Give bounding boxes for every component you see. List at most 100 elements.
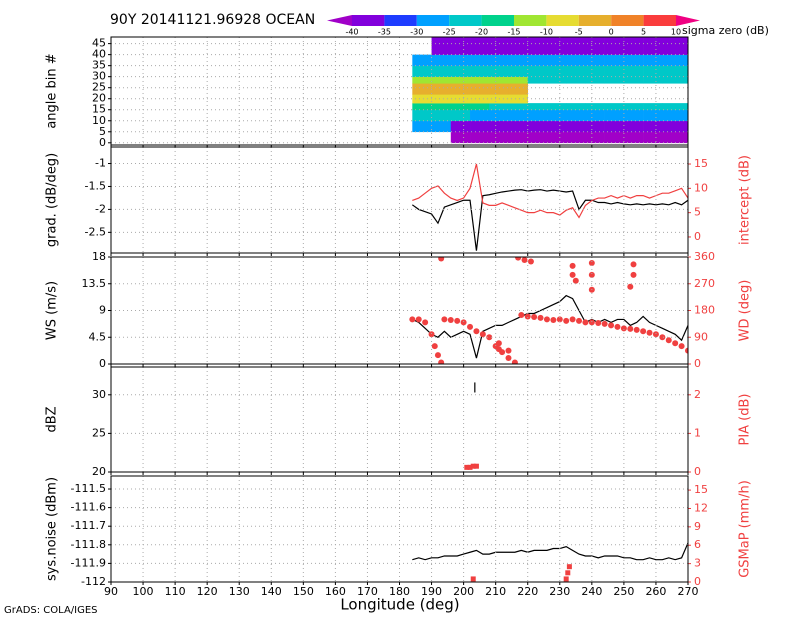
heatmap-cell <box>508 37 529 55</box>
heatmap-cell <box>431 65 452 77</box>
y-tick-label: 0 <box>99 357 106 370</box>
heatmap-cell <box>508 94 529 104</box>
scatter-point <box>527 258 534 265</box>
x-tick-label: 170 <box>357 585 378 598</box>
scatter-point <box>550 317 557 324</box>
colorbar-tick-label: -25 <box>443 28 456 37</box>
x-tick-label: 210 <box>485 585 506 598</box>
colorbar-segment <box>384 15 417 26</box>
x-tick-label: 180 <box>389 585 410 598</box>
y-axis-label: dBZ <box>45 406 60 432</box>
scatter-point <box>601 320 608 327</box>
heatmap-cell <box>489 76 509 84</box>
scatter-point <box>588 259 595 266</box>
y-tick-label: 45 <box>92 37 106 50</box>
scatter-point <box>582 319 589 326</box>
scatter-point <box>505 347 512 354</box>
scatter-point <box>479 331 486 338</box>
y-axis-label: angle bin # <box>45 53 60 128</box>
y2-axis-label: WD (deg) <box>738 280 753 342</box>
scatter-point <box>543 316 550 323</box>
heatmap-cell <box>643 54 663 66</box>
heatmap-cell <box>604 109 625 122</box>
colorbar-segment <box>514 15 547 26</box>
heatmap-cell <box>489 37 509 55</box>
heatmap-cell <box>450 103 471 111</box>
scatter-point <box>620 325 627 332</box>
heatmap-cell <box>566 54 586 66</box>
heatmap-cell <box>508 103 529 111</box>
scatter-point <box>524 313 531 320</box>
plot-area <box>412 542 688 582</box>
heatmap-cell <box>623 65 644 77</box>
heatmap-cell <box>566 37 586 55</box>
y-tick-label: 4.5 <box>89 330 107 343</box>
heatmap-cell <box>450 54 471 66</box>
panel-frame <box>110 36 689 146</box>
scatter-point <box>588 271 595 278</box>
heatmap-cell <box>604 54 625 66</box>
heatmap-cell <box>566 65 586 77</box>
heatmap-cell <box>508 109 529 122</box>
heatmap-cell <box>566 103 586 111</box>
y2-tick-label: 0 <box>694 357 701 370</box>
heatmap-cell <box>508 54 529 66</box>
x-tick-label: 260 <box>645 585 666 598</box>
scatter-point <box>515 257 522 261</box>
scatter-point <box>672 340 679 347</box>
heatmap-cell <box>604 120 625 133</box>
x-tick-label: 120 <box>197 585 218 598</box>
y-tick-label: 20 <box>92 92 106 105</box>
scatter-point <box>521 257 528 263</box>
scatter-point <box>569 262 576 269</box>
scatter-point <box>566 564 572 570</box>
scatter-point <box>556 316 563 323</box>
heatmap-cell <box>431 120 452 133</box>
scatter-point <box>470 463 476 469</box>
y-tick-label: 30 <box>92 388 106 401</box>
scatter-point <box>665 337 672 344</box>
scatter-point <box>473 328 480 335</box>
heatmap-cell <box>431 76 452 84</box>
x-tick-label: 270 <box>678 585 699 598</box>
scatter-point <box>640 328 647 335</box>
series-line <box>412 163 688 219</box>
heatmap-cell <box>662 65 688 77</box>
heatmap-cell <box>508 131 529 144</box>
heatmap-cell <box>546 109 567 122</box>
heatmap-cell <box>546 37 567 55</box>
y-tick-label: 40 <box>92 48 106 61</box>
x-tick-label: 130 <box>229 585 250 598</box>
heatmap-cell <box>662 76 688 84</box>
scatter-point <box>608 322 615 329</box>
plot-area <box>409 257 688 364</box>
scatter-point <box>431 343 438 350</box>
scatter-point <box>447 317 454 324</box>
plot-area <box>411 163 688 251</box>
x-tick-label: 100 <box>133 585 154 598</box>
series-line <box>412 542 688 561</box>
heatmap-cell <box>546 65 567 77</box>
y2-tick-label: 270 <box>694 277 715 290</box>
colorbar-tick-label: -30 <box>410 28 423 37</box>
heatmap-cell <box>662 109 688 122</box>
x-tick-label: 150 <box>293 585 314 598</box>
scatter-point <box>438 257 445 262</box>
x-tick-label: 220 <box>517 585 538 598</box>
heatmap-cell <box>585 65 605 77</box>
heatmap-cell <box>527 37 548 55</box>
heatmap-cell <box>508 120 529 133</box>
y-tick-label: 5 <box>99 125 106 138</box>
colorbar-tick-label: -15 <box>507 28 520 37</box>
x-tick-label: 240 <box>581 585 602 598</box>
scatter-point <box>633 326 640 333</box>
scatter-point <box>460 319 467 326</box>
heatmap-cell <box>470 120 490 133</box>
heatmap-cell <box>585 131 605 144</box>
heatmap-cell <box>643 37 663 55</box>
heatmap-cell <box>546 131 567 144</box>
y2-tick-label: 180 <box>694 304 715 317</box>
scatter-point <box>467 464 473 470</box>
scatter-point <box>569 271 576 278</box>
heatmap-cell <box>623 120 644 133</box>
